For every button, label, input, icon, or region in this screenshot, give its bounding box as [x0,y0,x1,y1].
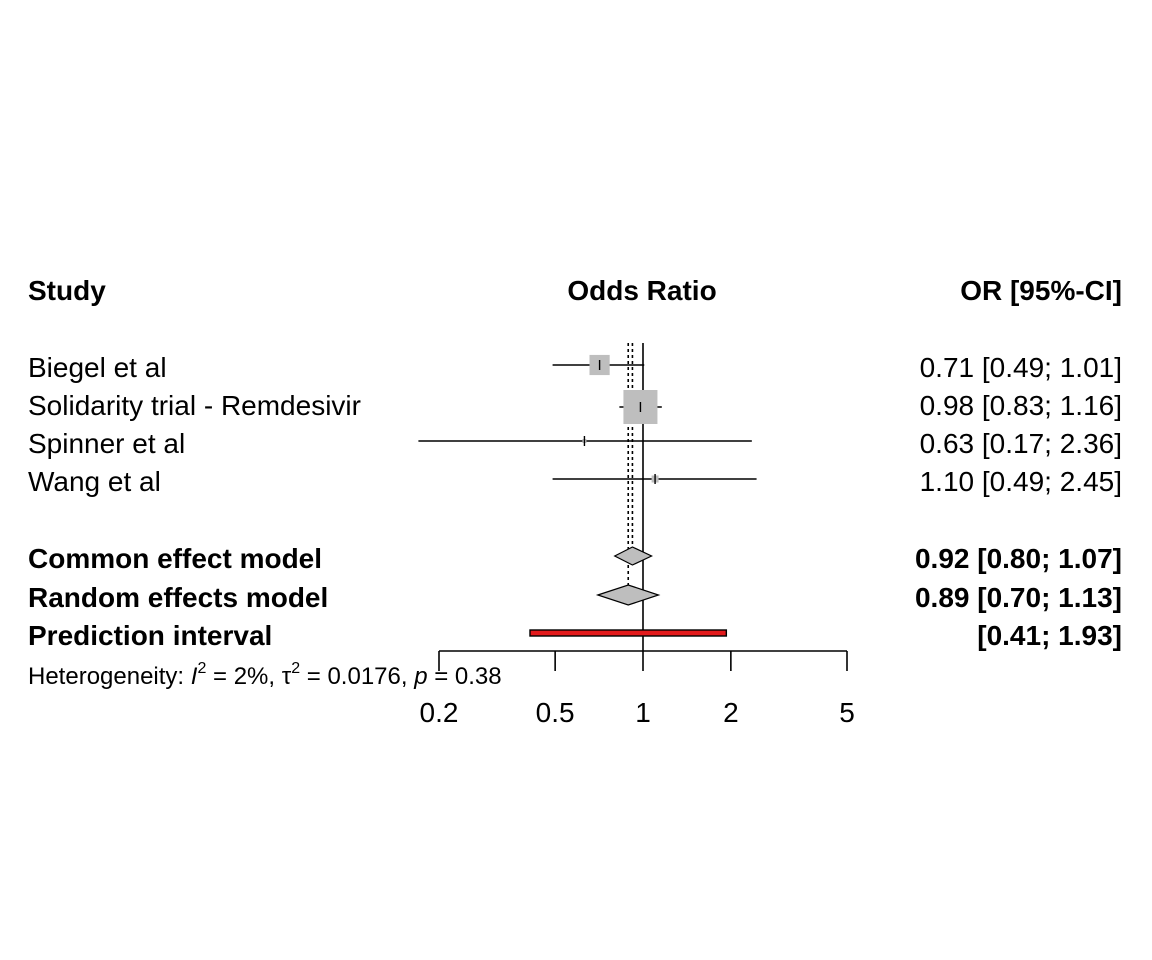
study-row: Wang et al 1.10 [0.49; 2.45] [28,466,1122,497]
common-effect-row: Common effect model 0.92 [0.80; 1.07] [28,543,1122,574]
heterogeneity-statistics: Heterogeneity: I2 = 2%, τ2 = 0.0176, p =… [28,660,502,690]
study-ci-text: 0.63 [0.17; 2.36] [920,428,1122,459]
prediction-interval-ci-text: [0.41; 1.93] [977,620,1122,651]
study-row: Spinner et al 0.63 [0.17; 2.36] [28,428,1122,459]
ci-column-header: OR [95%-CI] [960,275,1122,306]
common-effect-diamond [613,546,653,566]
prediction-interval-row: Prediction interval [0.41; 1.93] [28,620,1122,651]
random-effects-ci-text: 0.89 [0.70; 1.13] [915,582,1122,613]
prediction-interval-label: Prediction interval [28,620,272,651]
x-axis-tick-label: 0.5 [536,697,575,728]
effect-column-header: Odds Ratio [567,275,716,306]
x-axis-tick-label: 1 [635,697,651,728]
x-axis: 0.2 0.5 1 2 5 [420,650,855,728]
study-ci-text: 1.10 [0.49; 2.45] [920,466,1122,497]
common-effect-ci-text: 0.92 [0.80; 1.07] [915,543,1122,574]
prediction-interval-bar [529,629,728,637]
study-column-header: Study [28,275,106,306]
x-axis-tick-label: 2 [723,697,739,728]
study-name: Wang et al [28,466,161,497]
study-ci-text: 0.98 [0.83; 1.16] [920,390,1122,421]
study-ci-text: 0.71 [0.49; 1.01] [920,352,1122,383]
study-row: Solidarity trial - Remdesivir 0.98 [0.83… [28,390,1122,424]
study-name: Spinner et al [28,428,185,459]
common-effect-label: Common effect model [28,543,322,574]
study-name: Solidarity trial - Remdesivir [28,390,361,421]
study-row: Biegel et al 0.71 [0.49; 1.01] [28,352,1122,383]
random-effects-label: Random effects model [28,582,328,613]
x-axis-tick-label: 0.2 [420,697,459,728]
x-axis-tick-label: 5 [839,697,855,728]
random-effects-diamond [595,584,661,606]
study-name: Biegel et al [28,352,167,383]
random-effects-row: Random effects model 0.89 [0.70; 1.13] [28,582,1122,613]
